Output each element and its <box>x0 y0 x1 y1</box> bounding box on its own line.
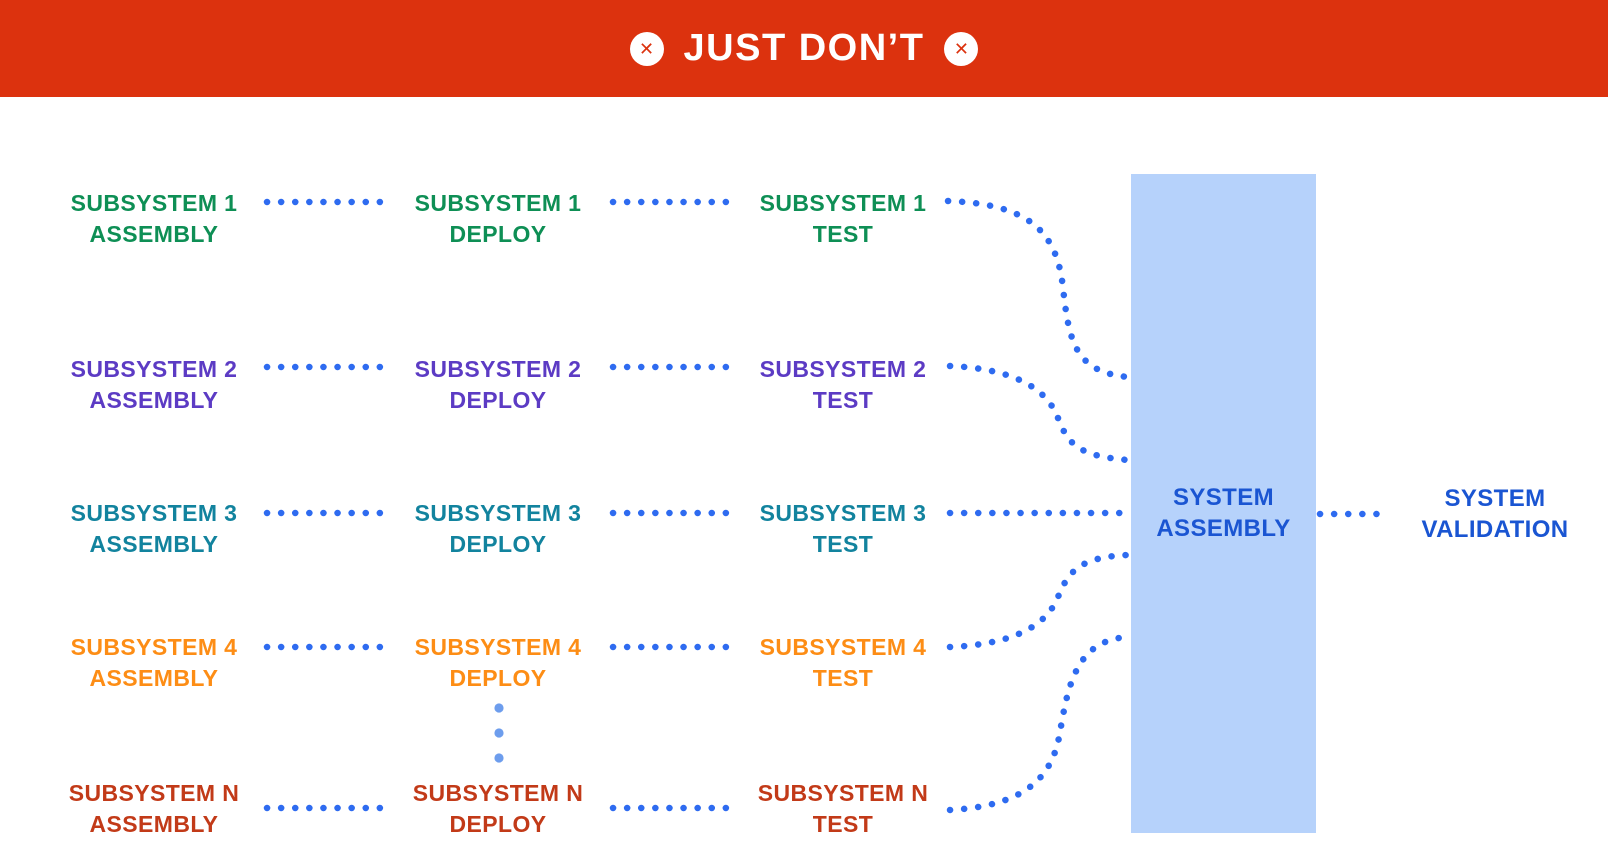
label-line: SUBSYSTEM 2 <box>414 356 582 382</box>
label-line: ASSEMBLY <box>89 531 219 557</box>
label-line: TEST <box>812 811 874 837</box>
label-line: SUBSYSTEM 4 <box>759 634 927 660</box>
subsystem-3-test-label: SUBSYSTEM 3 TEST <box>689 498 997 560</box>
label-line: DEPLOY <box>449 811 547 837</box>
label-line: SUBSYSTEM 1 <box>70 190 238 216</box>
label-line: TEST <box>812 531 874 557</box>
subsystem-4-test-label: SUBSYSTEM 4 TEST <box>689 632 997 694</box>
label-line: SUBSYSTEM 1 <box>414 190 582 216</box>
label-line: TEST <box>812 665 874 691</box>
subsystem-4-deploy-label: SUBSYSTEM 4 DEPLOY <box>344 632 652 694</box>
subsystem-n-assembly-label: SUBSYSTEM N ASSEMBLY <box>0 778 308 840</box>
banner: ✕ JUST DON’T ✕ <box>0 0 1608 97</box>
subsystem-3-assembly-label: SUBSYSTEM 3 ASSEMBLY <box>0 498 308 560</box>
subsystem-3-deploy-label: SUBSYSTEM 3 DEPLOY <box>344 498 652 560</box>
subsystem-4-assembly-label: SUBSYSTEM 4 ASSEMBLY <box>0 632 308 694</box>
label-line: SUBSYSTEM 1 <box>759 190 927 216</box>
subsystem-2-assembly-label: SUBSYSTEM 2 ASSEMBLY <box>0 354 308 416</box>
more-subsystems-ellipsis <box>494 703 504 763</box>
label-line: DEPLOY <box>449 531 547 557</box>
banner-title: JUST DON’T <box>683 27 925 69</box>
label-line: ASSEMBLY <box>89 387 219 413</box>
label-line: ASSEMBLY <box>1156 514 1291 542</box>
subsystem-n-test-label: SUBSYSTEM N TEST <box>689 778 997 840</box>
subsystem-2-test-label: SUBSYSTEM 2 TEST <box>689 354 997 416</box>
label-line: SUBSYSTEM 4 <box>414 634 582 660</box>
ellipsis-dot <box>494 703 504 713</box>
label-line: DEPLOY <box>449 387 547 413</box>
ellipsis-dot <box>494 728 504 738</box>
subsystem-n-deploy-label: SUBSYSTEM N DEPLOY <box>344 778 652 840</box>
label-line: SYSTEM <box>1444 485 1546 512</box>
label-line: ASSEMBLY <box>89 665 219 691</box>
label-line: SUBSYSTEM N <box>757 780 929 806</box>
label-line: SUBSYSTEM 3 <box>414 500 582 526</box>
label-line: SUBSYSTEM N <box>68 780 240 806</box>
label-line: TEST <box>812 387 874 413</box>
label-line: SUBSYSTEM 2 <box>759 356 927 382</box>
label-line: DEPLOY <box>449 221 547 247</box>
label-line: ASSEMBLY <box>89 221 219 247</box>
label-line: SUBSYSTEM 4 <box>70 634 238 660</box>
subsystem-2-deploy-label: SUBSYSTEM 2 DEPLOY <box>344 354 652 416</box>
subsystem-1-deploy-label: SUBSYSTEM 1 DEPLOY <box>344 188 652 250</box>
label-line: DEPLOY <box>449 665 547 691</box>
system-assembly-box: SYSTEM ASSEMBLY <box>1131 174 1316 833</box>
circle-x-icon: ✕ <box>944 31 979 66</box>
label-line: SUBSYSTEM 3 <box>759 500 927 526</box>
subsystem-1-assembly-label: SUBSYSTEM 1 ASSEMBLY <box>0 188 308 250</box>
label-line: SUBSYSTEM N <box>412 780 584 806</box>
label-line: SUBSYSTEM 2 <box>70 356 238 382</box>
label-line: SYSTEM <box>1172 483 1275 511</box>
label-line: SUBSYSTEM 3 <box>70 500 238 526</box>
label-line: VALIDATION <box>1421 516 1569 543</box>
subsystem-1-test-label: SUBSYSTEM 1 TEST <box>689 188 997 250</box>
ellipsis-dot <box>494 753 504 763</box>
circle-x-icon: ✕ <box>629 31 664 66</box>
label-line: TEST <box>812 221 874 247</box>
system-validation-label: SYSTEM VALIDATION <box>1345 483 1608 545</box>
label-line: ASSEMBLY <box>89 811 219 837</box>
